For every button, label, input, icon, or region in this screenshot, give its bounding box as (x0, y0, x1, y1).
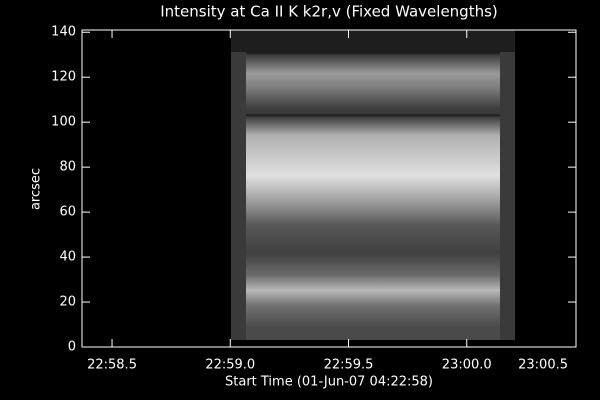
chart-title: Intensity at Ca II K k2r,v (Fixed Wavele… (160, 3, 498, 21)
y-tick-label: 40 (59, 250, 76, 265)
image-edge (231, 52, 246, 340)
y-tick-label: 0 (68, 340, 76, 355)
intensity-image (231, 30, 515, 340)
y-tick-label: 100 (51, 115, 76, 130)
plot-frame (81, 29, 577, 348)
x-tick-label: 22:59.5 (324, 358, 374, 373)
x-tick-label: 22:59.0 (205, 358, 255, 373)
x-tick-label: 23:00.0 (442, 358, 492, 373)
y-tick-label: 60 (59, 205, 76, 220)
x-tick-label: 22:58.5 (87, 358, 137, 373)
image-body (246, 30, 500, 340)
y-tick-label: 20 (59, 295, 76, 310)
image-edge (500, 52, 515, 340)
x-tick-label: 23:00.5 (518, 358, 568, 373)
y-tick-label: 140 (51, 25, 76, 40)
x-axis-label: Start Time (01-Jun-07 04:22:58) (225, 375, 433, 390)
y-tick-label: 80 (59, 160, 76, 175)
y-axis-label: arcsec (29, 168, 44, 210)
y-tick-label: 120 (51, 70, 76, 85)
